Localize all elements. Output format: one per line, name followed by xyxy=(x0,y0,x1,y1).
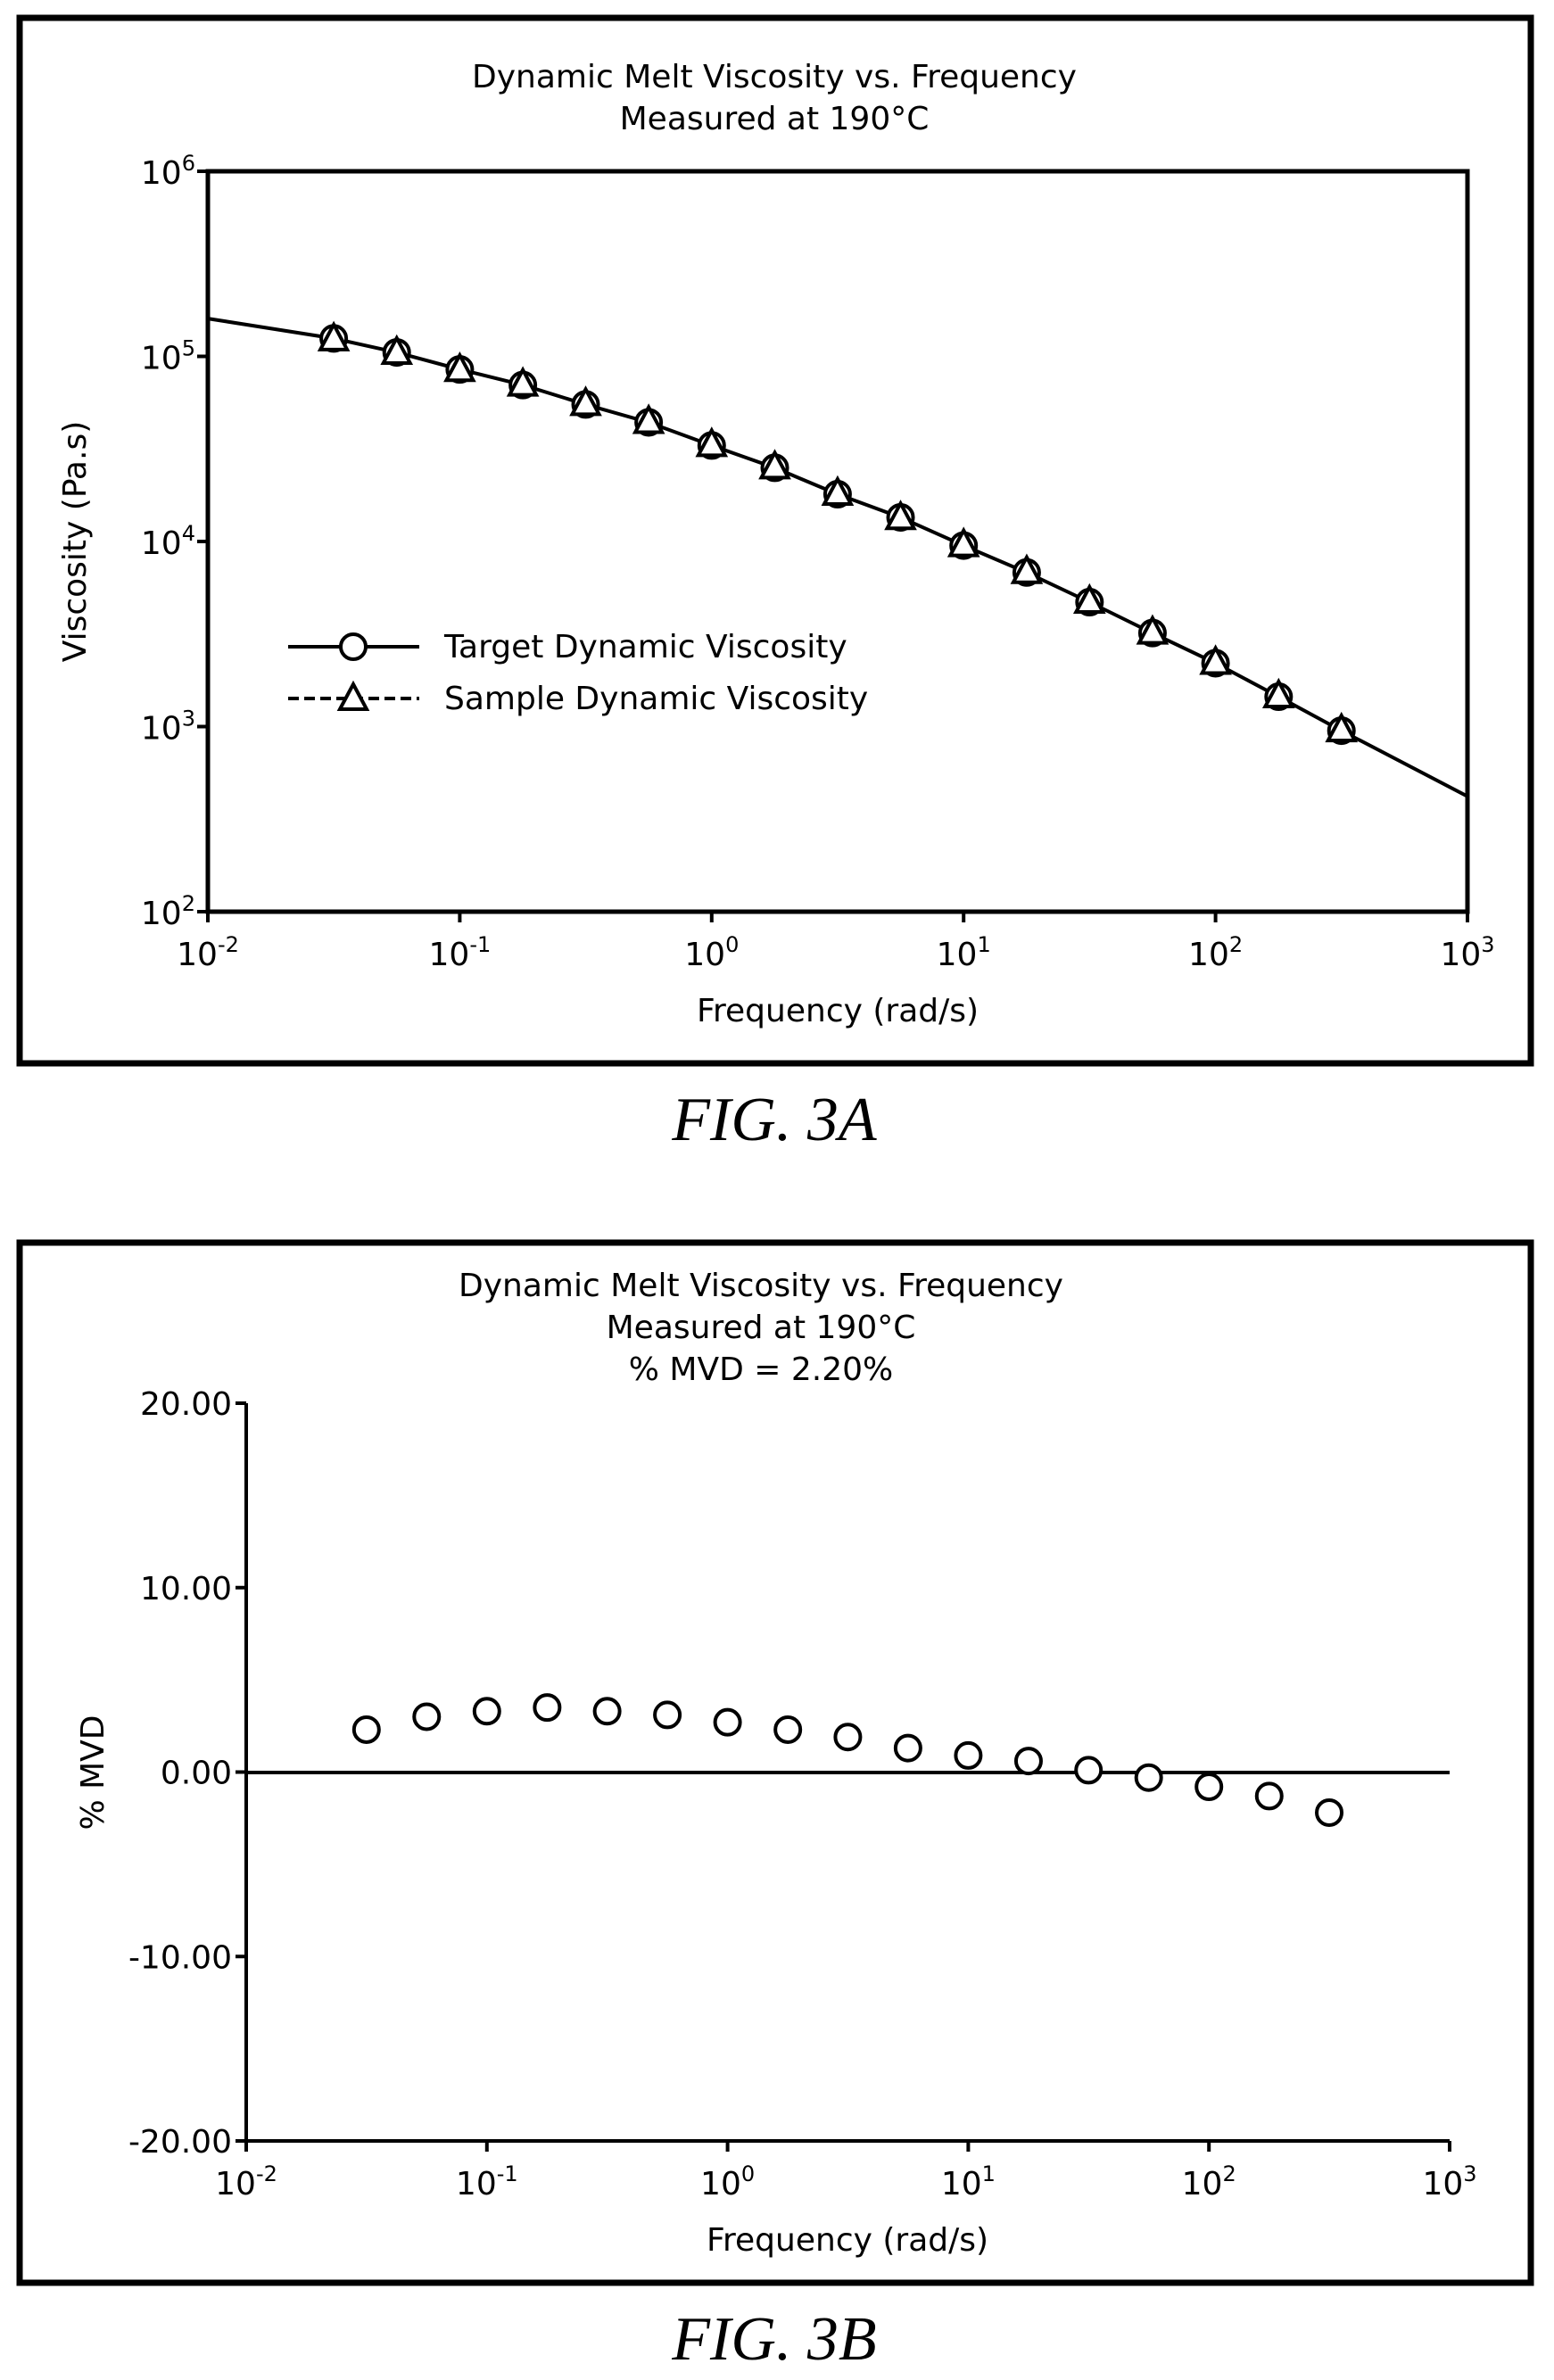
mvd-point xyxy=(1194,1773,1224,1802)
figure-3a-frame xyxy=(16,14,1534,1067)
y-tick-label: 105 xyxy=(141,336,195,377)
chart-3b-y-ticks: 20.00 10.00 0.00 -10.00 -20.00 xyxy=(128,1386,246,2161)
mvd-point xyxy=(533,1693,562,1723)
figure-3a-caption: FIG. 3A xyxy=(671,1086,877,1154)
sample-point xyxy=(884,500,917,531)
mvd-point xyxy=(954,1740,983,1770)
sample-point xyxy=(1261,677,1295,709)
x-tick-label: 101 xyxy=(937,932,991,973)
x-tick-label: 100 xyxy=(700,2161,755,2202)
x-tick-label: 10-2 xyxy=(177,932,239,973)
sample-point xyxy=(1199,644,1232,675)
y-tick-label: 10.00 xyxy=(140,1571,232,1607)
chart-3a-subtitle: Measured at 190°C xyxy=(620,101,930,137)
mvd-point xyxy=(713,1707,742,1737)
mvd-point xyxy=(833,1723,863,1752)
mvd-point xyxy=(1013,1747,1043,1776)
mvd-point xyxy=(653,1700,682,1730)
chart-3b-subtitle: Measured at 190°C xyxy=(607,1310,916,1346)
mvd-point xyxy=(412,1702,442,1731)
mvd-point xyxy=(1254,1781,1284,1811)
y-tick-label: 102 xyxy=(141,891,195,932)
chart-3a-y-ticks: 102 103 104 105 106 xyxy=(141,151,208,932)
y-tick-label: -20.00 xyxy=(128,2124,232,2161)
x-tick-label: 103 xyxy=(1440,932,1494,973)
x-tick-label: 102 xyxy=(1188,932,1243,973)
x-tick-label: 102 xyxy=(1182,2161,1236,2202)
chart-3b-x-axis-label: Frequency (rad/s) xyxy=(707,2222,988,2259)
mvd-point xyxy=(351,1715,381,1744)
chart-3a-x-axis-label: Frequency (rad/s) xyxy=(697,993,979,1029)
chart-3a-title: Dynamic Melt Viscosity vs. Frequency xyxy=(472,59,1077,95)
mvd-point xyxy=(893,1733,922,1763)
sample-point xyxy=(758,449,791,480)
x-tick-label: 100 xyxy=(684,932,739,973)
target-line xyxy=(207,317,1468,798)
chart-3a-series-target xyxy=(207,317,1468,798)
y-tick-label: 106 xyxy=(141,151,195,192)
mvd-point xyxy=(592,1697,622,1726)
sample-point xyxy=(1325,711,1359,743)
chart-3b-x-ticks: 10-2 10-1 100 101 102 103 xyxy=(215,2141,1477,2202)
legend-sample-label: Sample Dynamic Viscosity xyxy=(444,681,868,717)
y-tick-label: 103 xyxy=(141,707,195,748)
sample-point xyxy=(317,320,351,351)
chart-3a-y-axis-label: Viscosity (Pa.s) xyxy=(57,421,94,662)
mvd-point xyxy=(1134,1763,1163,1792)
y-tick-label: -10.00 xyxy=(128,1939,232,1976)
y-tick-label: 20.00 xyxy=(140,1386,232,1423)
legend-target-marker xyxy=(339,632,368,661)
chart-3a-plot-area xyxy=(205,169,1470,914)
chart-3b-title: Dynamic Melt Viscosity vs. Frequency xyxy=(459,1268,1063,1304)
x-tick-label: 10-2 xyxy=(215,2161,277,2202)
sample-point xyxy=(1010,553,1044,584)
chart-3b-y-axis-label: % MVD xyxy=(75,1715,112,1830)
legend-sample-marker xyxy=(336,680,370,711)
x-tick-label: 10-1 xyxy=(429,932,492,973)
figure-3b: Dynamic Melt Viscosity vs. Frequency Mea… xyxy=(16,1239,1534,2286)
sample-point xyxy=(569,385,602,417)
sample-point xyxy=(443,351,476,383)
figure-3b-caption: FIG. 3B xyxy=(671,2305,876,2374)
x-tick-label: 103 xyxy=(1422,2161,1476,2202)
sample-point xyxy=(1072,583,1106,615)
sample-point xyxy=(506,366,540,397)
x-tick-label: 10-1 xyxy=(456,2161,518,2202)
mvd-point xyxy=(773,1715,803,1744)
mvd-point xyxy=(472,1697,501,1726)
legend-target-label: Target Dynamic Viscosity xyxy=(443,629,847,665)
chart-3a-x-ticks: 10-2 10-1 100 101 102 103 xyxy=(177,912,1495,973)
sample-point xyxy=(632,403,665,434)
sample-point xyxy=(1136,614,1170,645)
figure-3b-frame xyxy=(16,1239,1534,2286)
sample-point xyxy=(380,334,414,365)
chart-3b-annotation: % MVD = 2.20% xyxy=(629,1351,893,1388)
y-tick-label: 104 xyxy=(141,521,195,562)
chart-3b-series-points xyxy=(351,1693,1344,1827)
y-tick-label: 0.00 xyxy=(161,1756,232,1792)
sample-point xyxy=(695,426,729,458)
chart-3a-legend: Target Dynamic Viscosity Sample Dynamic … xyxy=(288,629,868,717)
sample-point xyxy=(821,475,855,507)
x-tick-label: 101 xyxy=(941,2161,996,2202)
mvd-point xyxy=(1315,1797,1344,1827)
chart-3a-series-sample xyxy=(317,320,1359,743)
figure-3a: Dynamic Melt Viscosity vs. Frequency Mea… xyxy=(16,14,1534,1067)
mvd-point xyxy=(1074,1756,1104,1785)
sample-point xyxy=(946,526,980,558)
